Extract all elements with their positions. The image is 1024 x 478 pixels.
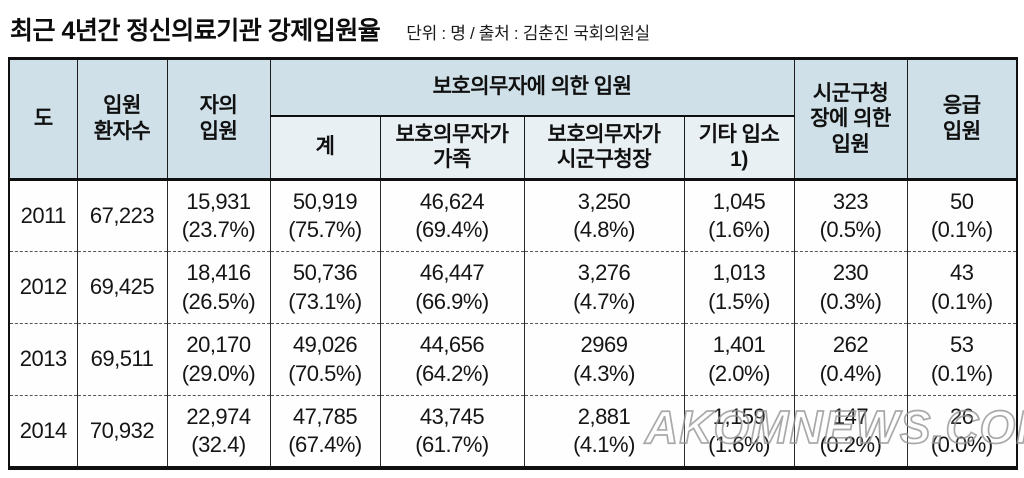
- cell-mayor-admission: 230 (0.3%): [793, 251, 908, 324]
- cell-emergency: 50 (0.1%): [906, 178, 1018, 252]
- title-bar: 최근 4년간 정신의료기관 강제입원율 단위 : 명 / 출처 : 김춘진 국회…: [10, 11, 650, 47]
- cell-guardian-mayor: 2969 (4.3%): [523, 323, 685, 396]
- col-header-year: 도: [8, 58, 78, 180]
- cell-guardian-family: 46,624 (69.4%): [379, 178, 525, 252]
- cell-other-admission: 1,013 (1.5%): [683, 251, 795, 324]
- table-row-2014: 2014 70,932 22,974 (32.4) 47,785 (67.4%)…: [8, 395, 1018, 468]
- cell-voluntary: 20,170 (29.0%): [166, 323, 271, 396]
- col-header-voluntary: 자의 입원: [166, 58, 271, 180]
- page-title: 최근 4년간 정신의료기관 강제입원율: [10, 17, 381, 45]
- cell-year: 2013: [8, 323, 78, 396]
- cell-voluntary: 18,416 (26.5%): [166, 251, 271, 324]
- cell-emergency: 53 (0.1%): [906, 323, 1018, 396]
- col-header-guardian-group: 보호의무자에 의한 입원: [269, 58, 795, 117]
- header-row-group: 도 입원 환자수 자의 입원 보호의무자에 의한 입원 시군구청 장에 의한 입…: [8, 58, 1018, 180]
- cell-other-admission: 1,159 (1.6%): [683, 395, 795, 468]
- cell-year: 2014: [8, 395, 78, 468]
- cell-patients: 69,511: [76, 323, 168, 396]
- cell-mayor-admission: 147 (0.2%): [793, 395, 908, 468]
- cell-year: 2012: [8, 251, 78, 324]
- cell-year: 2011: [8, 178, 78, 252]
- cell-guardian-total: 50,736 (73.1%): [269, 251, 381, 324]
- cell-guardian-total: 50,919 (75.7%): [269, 178, 381, 252]
- cell-guardian-family: 46,447 (66.9%): [379, 251, 525, 324]
- cell-voluntary: 15,931 (23.7%): [166, 178, 271, 252]
- cell-guardian-family: 43,745 (61.7%): [379, 395, 525, 468]
- cell-patients: 67,223: [76, 178, 168, 252]
- table-body: 2011 67,223 15,931 (23.7%) 50,919 (75.7%…: [8, 178, 1018, 468]
- col-header-guardian-family: 보호의무자가 가족: [379, 115, 525, 180]
- cell-guardian-mayor: 2,881 (4.1%): [523, 395, 685, 468]
- cell-guardian-family: 44,656 (64.2%): [379, 323, 525, 396]
- table-row-2013: 2013 69,511 20,170 (29.0%) 49,026 (70.5%…: [8, 323, 1018, 396]
- cell-patients: 69,425: [76, 251, 168, 324]
- col-header-guardian-mayor: 보호의무자가 시군구청장: [523, 115, 685, 180]
- cell-voluntary: 22,974 (32.4): [166, 395, 271, 468]
- cell-mayor-admission: 323 (0.5%): [793, 178, 908, 252]
- data-table: 도 입원 환자수 자의 입원 보호의무자에 의한 입원 시군구청 장에 의한 입…: [8, 57, 1018, 470]
- col-header-emergency: 응급 입원: [906, 58, 1018, 180]
- cell-other-admission: 1,045 (1.6%): [683, 178, 795, 252]
- cell-emergency: 26 (0.0%): [906, 395, 1018, 468]
- cell-guardian-total: 47,785 (67.4%): [269, 395, 381, 468]
- col-header-other-admission: 기타 입소 1): [683, 115, 795, 180]
- cell-other-admission: 1,401 (2.0%): [683, 323, 795, 396]
- cell-guardian-mayor: 3,276 (4.7%): [523, 251, 685, 324]
- col-header-guardian-total: 계: [269, 115, 381, 180]
- table-row-2012: 2012 69,425 18,416 (26.5%) 50,736 (73.1%…: [8, 251, 1018, 324]
- cell-patients: 70,932: [76, 395, 168, 468]
- cell-guardian-total: 49,026 (70.5%): [269, 323, 381, 396]
- header-row-sub: 계 보호의무자가 가족 보호의무자가 시군구청장 기타 입소 1): [9, 115, 1017, 180]
- col-header-patients: 입원 환자수: [76, 58, 168, 180]
- cell-emergency: 43 (0.1%): [906, 251, 1018, 324]
- table-row-2011: 2011 67,223 15,931 (23.7%) 50,919 (75.7%…: [8, 178, 1018, 252]
- col-header-mayor-admission: 시군구청 장에 의한 입원: [793, 58, 908, 180]
- table-header: 도 입원 환자수 자의 입원 보호의무자에 의한 입원 시군구청 장에 의한 입…: [8, 58, 1018, 180]
- cell-guardian-mayor: 3,250 (4.8%): [523, 178, 685, 252]
- unit-source-label: 단위 : 명 / 출처 : 김춘진 국회의원실: [406, 24, 650, 43]
- cell-mayor-admission: 262 (0.4%): [793, 323, 908, 396]
